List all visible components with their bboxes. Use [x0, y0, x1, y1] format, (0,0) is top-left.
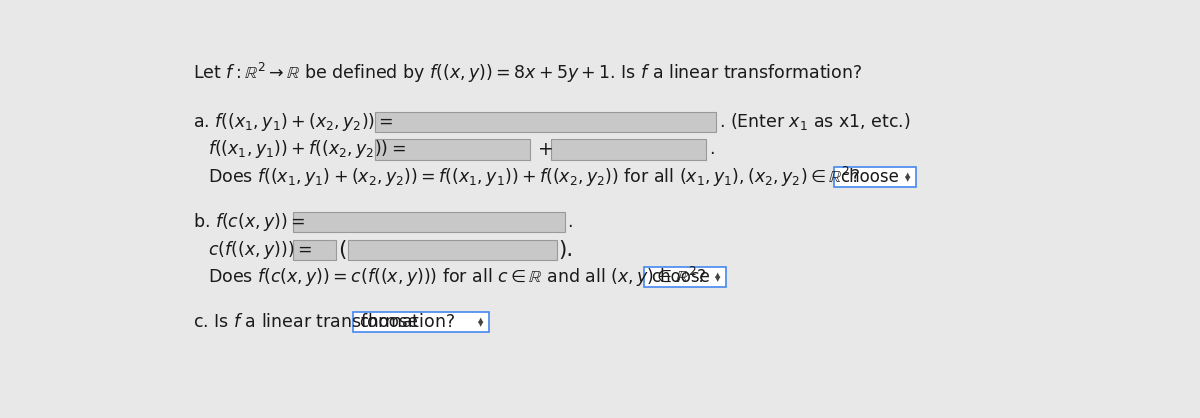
- Text: Does $f((x_1, y_1) + (x_2, y_2)) = f((x_1, y_1)) + f((x_2, y_2))$ for all $(x_1,: Does $f((x_1, y_1) + (x_2, y_2)) = f((x_…: [208, 165, 860, 189]
- Text: a. $f((x_1, y_1) + (x_2, y_2)) =$: a. $f((x_1, y_1) + (x_2, y_2)) =$: [193, 111, 392, 133]
- Text: ▲: ▲: [715, 272, 721, 278]
- Text: Let $f : \mathbb{R}^2 \to \mathbb{R}$ be defined by $f((x, y)) = 8x + 5y + 1$. I: Let $f : \mathbb{R}^2 \to \mathbb{R}$ be…: [193, 61, 862, 85]
- Text: (: (: [338, 240, 347, 260]
- Text: $c(f((x, y))) =$: $c(f((x, y))) =$: [208, 239, 312, 260]
- Text: .: .: [566, 213, 572, 231]
- Text: c. Is $f$ a linear transformation?: c. Is $f$ a linear transformation?: [193, 313, 455, 331]
- FancyBboxPatch shape: [552, 140, 707, 160]
- Text: ▼: ▼: [905, 176, 911, 183]
- Text: Does $f(c(x, y)) = c(f((x, y)))$ for all $c \in \mathbb{R}$ and all $(x, y) \in : Does $f(c(x, y)) = c(f((x, y)))$ for all…: [208, 265, 707, 289]
- Text: . (Enter $x_1$ as x1, etc.): . (Enter $x_1$ as x1, etc.): [719, 111, 911, 132]
- FancyBboxPatch shape: [374, 140, 529, 160]
- Text: choose: choose: [650, 268, 709, 286]
- Text: ▲: ▲: [905, 172, 911, 178]
- Text: ).: ).: [558, 240, 574, 260]
- Text: choose: choose: [840, 168, 900, 186]
- FancyBboxPatch shape: [353, 312, 488, 332]
- Text: .: .: [709, 140, 714, 158]
- FancyBboxPatch shape: [374, 112, 715, 132]
- FancyBboxPatch shape: [644, 267, 726, 287]
- Text: ▲: ▲: [479, 317, 484, 323]
- Text: ▼: ▼: [479, 321, 484, 327]
- FancyBboxPatch shape: [293, 240, 336, 260]
- Text: $f((x_1, y_1)) + f((x_2, y_2)) =$: $f((x_1, y_1)) + f((x_2, y_2)) =$: [208, 138, 406, 161]
- FancyBboxPatch shape: [348, 240, 557, 260]
- Text: b. $f(c(x, y)) =$: b. $f(c(x, y)) =$: [193, 211, 305, 233]
- FancyBboxPatch shape: [834, 167, 916, 187]
- Text: choose: choose: [359, 313, 418, 331]
- FancyBboxPatch shape: [293, 212, 565, 232]
- Text: ▼: ▼: [715, 277, 721, 283]
- Text: +: +: [538, 140, 553, 159]
